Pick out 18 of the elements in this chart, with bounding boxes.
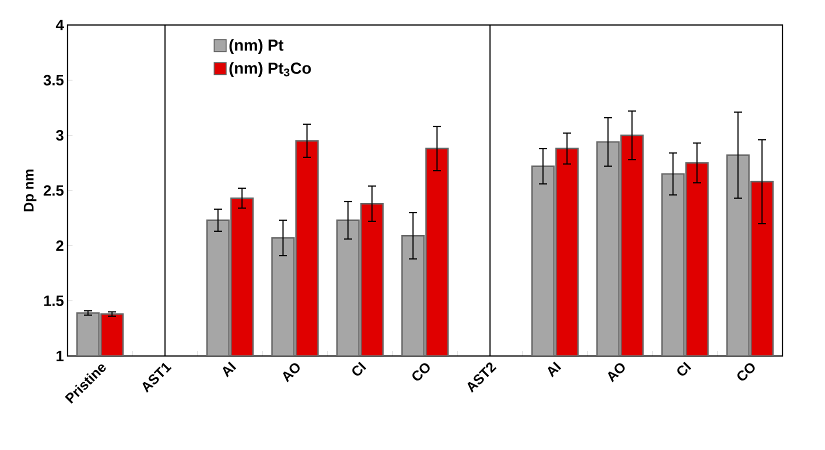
- y-tick-label: 3: [56, 130, 64, 141]
- x-tick-label: AO: [608, 363, 625, 382]
- y-tick-label: 1.5: [44, 296, 64, 306]
- x-tick-label: CI: [352, 362, 366, 376]
- y-axis-title: Dp nm: [24, 170, 36, 212]
- y-tick-label: 1: [56, 350, 64, 362]
- y-tick-label: 2: [56, 240, 64, 251]
- y-tick-label: 3.5: [44, 74, 64, 86]
- x-tick-label: CO: [412, 363, 430, 381]
- x-tick-label: AI: [548, 362, 562, 378]
- x-tick-label: CI: [677, 362, 692, 376]
- y-tick-label: 2.5: [44, 185, 64, 196]
- x-tick-label: AO: [283, 363, 300, 382]
- y-tick-label: 4: [56, 20, 64, 30]
- x-tick-label: CO: [737, 363, 755, 381]
- x-tick-label: AI: [222, 362, 236, 378]
- legend-label: (nm) Pt: [229, 39, 284, 54]
- legend-label: (nm) Pt$_{3}$Co: [229, 62, 311, 77]
